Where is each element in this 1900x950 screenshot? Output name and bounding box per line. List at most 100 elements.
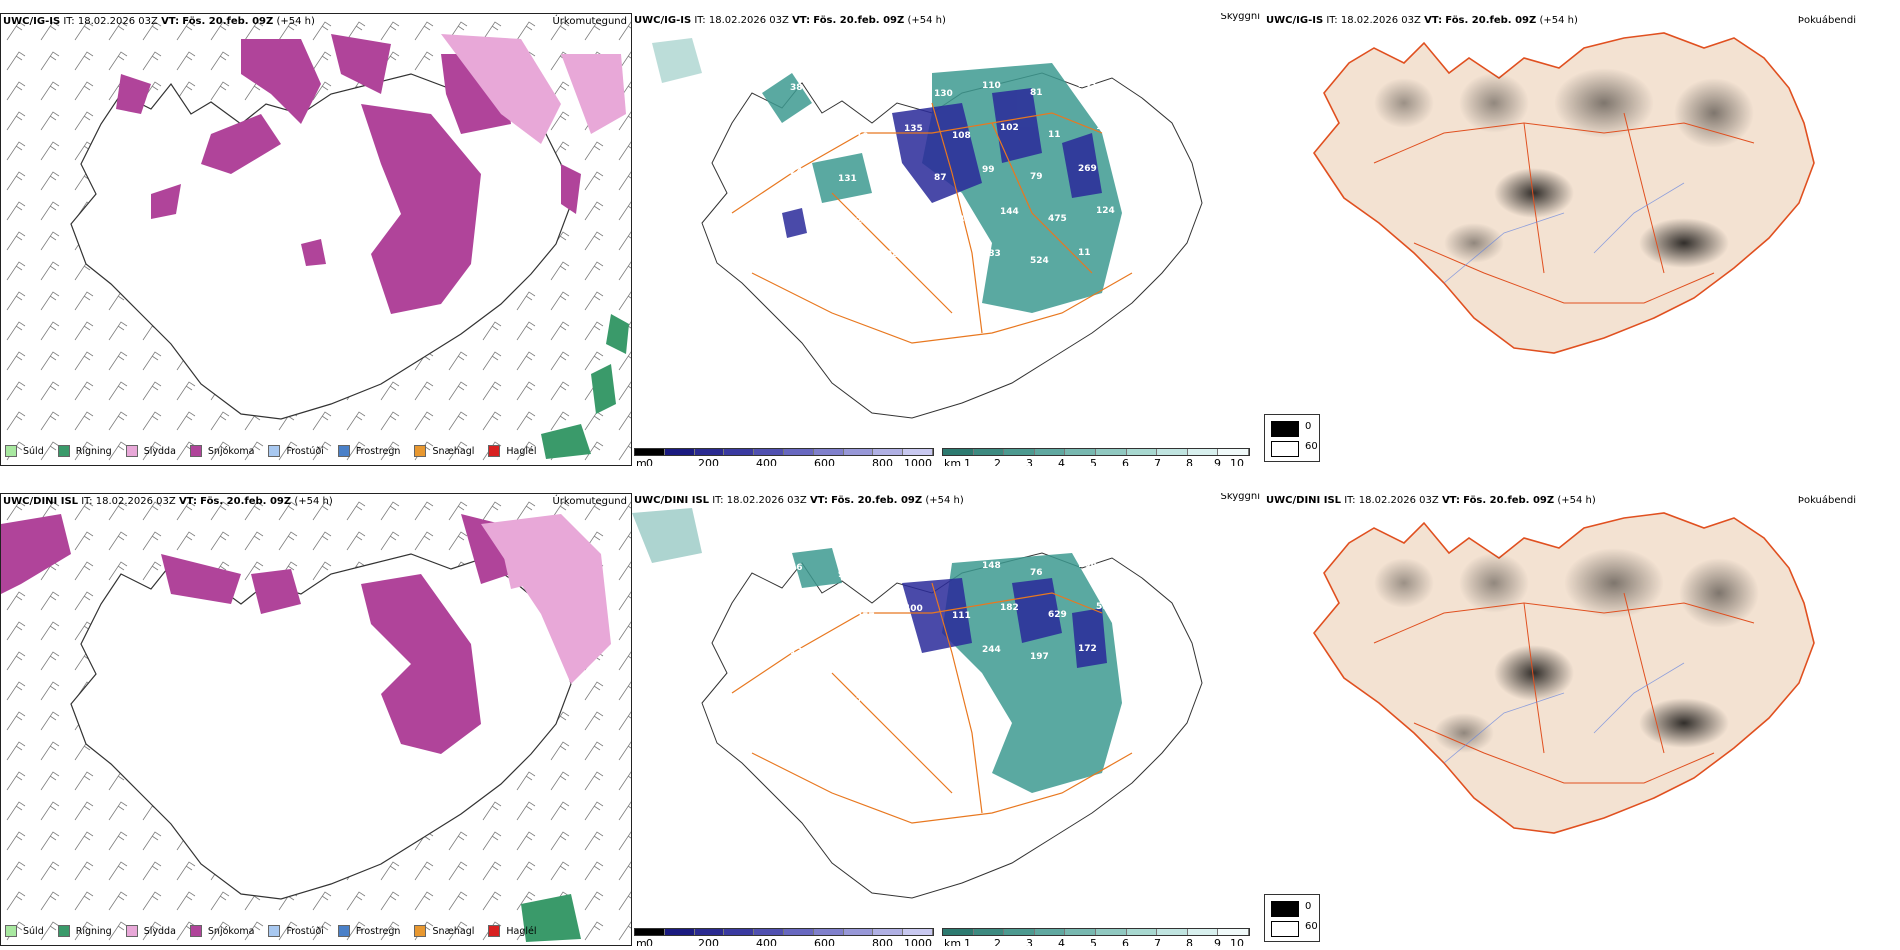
model-name: UWC/IG-IS: [3, 16, 61, 27]
tick: 4: [1058, 457, 1065, 466]
vt-label: VT:: [809, 495, 828, 506]
cloudbase-label: 104: [742, 244, 761, 254]
cloudbase-label: 13: [808, 689, 821, 699]
cloudbase-unit: m: [636, 937, 647, 946]
cloudbase-label: 110: [886, 166, 905, 176]
cloudbase-label: 629: [1048, 610, 1067, 620]
cloudbase-label: 183: [982, 249, 1001, 259]
vt-value: Fös. 20.feb. 09Z: [831, 495, 923, 506]
swatch-snaehagl: [414, 925, 427, 937]
it-value: 18.02.2026 03Z: [1358, 495, 1439, 506]
swatch-snjokoma: [189, 445, 202, 457]
cloudbase-label: 130: [934, 89, 953, 99]
cloudbase-label: 137: [790, 647, 809, 657]
lead-time: (+54 h): [276, 16, 315, 27]
it-label: IT:: [694, 15, 706, 26]
model-name: UWC/DINI ISL: [1266, 495, 1342, 506]
visibility-panel-2: UWC/DINI ISL IT: 18.02.2026 03Z VT: Fös.…: [632, 493, 1264, 946]
tick: 200: [698, 457, 719, 466]
cloud-labels: 18 56 94 15 32 148 76 106 13 563 257 400 111 182 629 59…: [742, 556, 1115, 706]
cloudbase-label: 111: [952, 611, 971, 621]
tick: 0: [646, 937, 653, 946]
swatch-frostudi: [268, 925, 281, 937]
vt-value: Fös. 20.feb. 09Z: [182, 16, 274, 27]
it-label: IT:: [81, 496, 93, 507]
precip-title: Úrkomutegund: [552, 496, 627, 507]
swatch-haglel: [488, 445, 501, 457]
legend-item: Súld: [5, 925, 44, 937]
cloudbase-label: 144: [1000, 207, 1019, 217]
legend-item: Haglél: [488, 925, 537, 937]
vt-label: VT:: [178, 496, 197, 507]
cloudbase-bar: [634, 448, 934, 456]
cloudbase-label: 197: [1030, 652, 1049, 662]
legend-item: Frostregn: [337, 925, 400, 937]
tick: 1: [964, 937, 971, 946]
vis-header-1: UWC/IG-IS IT: 18.02.2026 03Z VT: Fös. 20…: [634, 13, 1260, 31]
model-name: UWC/IG-IS: [634, 15, 692, 26]
vt-label: VT:: [1441, 495, 1460, 506]
tick: 4: [1058, 937, 1065, 946]
cloudbase-unit: m: [636, 457, 647, 466]
cloudbase-label: 13: [760, 598, 773, 608]
tick: 2: [994, 937, 1001, 946]
precip-map: [1, 494, 631, 945]
vt-value: Fös. 20.feb. 09Z: [813, 15, 905, 26]
lead-time: (+54 h): [294, 496, 333, 507]
cloudbase-label: 32: [934, 569, 947, 579]
cloudbase-label: 56: [790, 563, 803, 573]
tick: 1000: [904, 937, 932, 946]
legend-item: Rigning: [57, 445, 112, 457]
cloudbase-label: 249: [856, 216, 875, 226]
fog-light-swatch: [1271, 921, 1299, 937]
cloudbase-label: 563: [808, 605, 827, 615]
cloudbase-label: 10: [808, 125, 821, 135]
cloudbase-label: 79: [1030, 172, 1043, 182]
cloudbase-label: 363: [790, 251, 809, 261]
cloudbase-label: 257: [856, 612, 875, 622]
vt-value: Fös. 20.feb. 09Z: [1463, 495, 1555, 506]
precip-type-panel-1: UWC/IG-IS IT: 18.02.2026 03Z VT: Fös. 20…: [0, 13, 632, 466]
cloudbase-label: 291: [838, 654, 857, 664]
lead-time: (+54 h): [1539, 15, 1578, 26]
legend-item: Snjókoma: [189, 445, 254, 457]
legend-item: Haglél: [488, 445, 537, 457]
tick: 9: [1214, 937, 1221, 946]
vis-title: Skyggni: [1220, 13, 1260, 22]
tick: 5: [1090, 457, 1097, 466]
precip-type-panel-2: UWC/DINI ISL IT: 18.02.2026 03Z VT: Fös.…: [0, 493, 632, 946]
cloudbase-label: 38: [790, 83, 803, 93]
vt-value: Fös. 20.feb. 09Z: [1445, 15, 1537, 26]
visibility-panel-1: UWC/IG-IS IT: 18.02.2026 03Z VT: Fös. 20…: [632, 13, 1264, 466]
cloudbase-label: 10: [856, 132, 869, 142]
it-value: 18.02.2026 03Z: [726, 495, 807, 506]
fog-dark-value: 0: [1305, 421, 1312, 432]
cloudbase-label: 131: [838, 174, 857, 184]
cloudbase-label: 87: [934, 173, 947, 183]
it-label: IT:: [712, 495, 724, 506]
legend-item: Frostregn: [337, 445, 400, 457]
tick: 1000: [904, 457, 932, 466]
cloudbase-label: 752: [856, 696, 875, 706]
legend-item: Snæhagl: [414, 445, 474, 457]
tick: 6: [1122, 457, 1129, 466]
cloudbase-label: 11: [1078, 248, 1091, 258]
fog-key-2: 0 60: [1264, 894, 1320, 942]
cloudbase-label: 741: [760, 202, 779, 212]
legend-item: Frostúði: [268, 445, 324, 457]
cloudbase-label: 55: [742, 160, 755, 170]
fog-dark-value: 0: [1305, 901, 1312, 912]
cloudbase-label: 76: [1030, 568, 1043, 578]
lead-time: (+54 h): [1557, 495, 1596, 506]
cloudbase-label: 595: [1096, 602, 1115, 612]
vis-header-2: UWC/DINI ISL IT: 18.02.2026 03Z VT: Fös.…: [634, 493, 1260, 511]
cloudbase-label: 475: [1048, 214, 1067, 224]
visibility-unit: km: [944, 937, 962, 946]
legend-item: Rigning: [57, 925, 112, 937]
cloudbase-label: 242: [790, 167, 809, 177]
legend-item: Snjókoma: [189, 925, 254, 937]
fog-title: Þokuábendi: [1797, 495, 1856, 506]
cloudbase-label: 18: [742, 556, 755, 566]
fog-dark-swatch: [1271, 421, 1299, 437]
tick: 600: [814, 937, 835, 946]
